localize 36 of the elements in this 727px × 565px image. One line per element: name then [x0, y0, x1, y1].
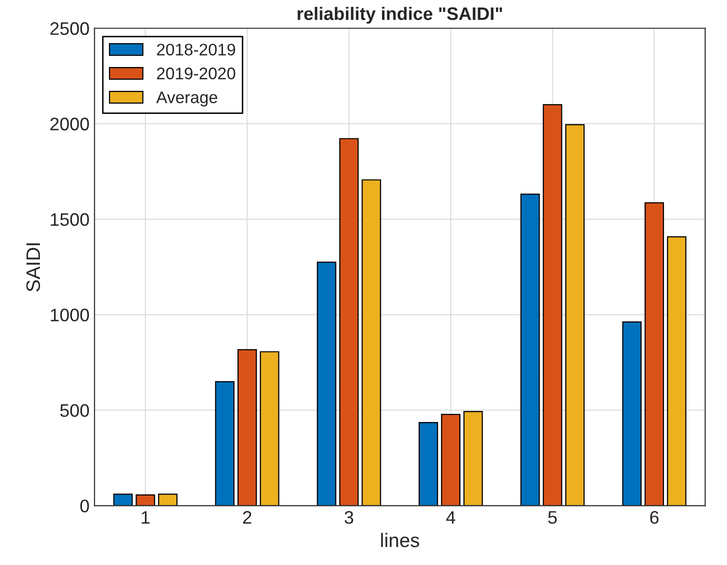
x-tick-label: 6 — [650, 511, 659, 524]
bar — [113, 494, 133, 506]
bar — [362, 179, 382, 506]
bar — [520, 194, 540, 506]
y-axis-title: SAIDI — [26, 243, 40, 292]
chart-title: reliability indice "SAIDI" — [298, 6, 502, 24]
y-tick-label: 1000 — [50, 308, 89, 322]
x-tick-label: 4 — [446, 511, 456, 524]
y-tick-label: 500 — [60, 404, 89, 417]
bar — [565, 124, 585, 506]
x-tick-label: 3 — [344, 511, 354, 524]
x-tick-label: 2 — [243, 511, 252, 524]
legend-label: 2019-2020 — [157, 68, 236, 80]
bar — [316, 262, 336, 506]
bar — [542, 104, 562, 506]
bar — [136, 494, 156, 506]
y-tick-label: 1500 — [50, 213, 89, 226]
bar — [666, 236, 686, 506]
x-tick-label: 1 — [142, 511, 150, 524]
bar — [215, 381, 235, 506]
y-tick-label: 2000 — [50, 118, 89, 130]
bar — [339, 138, 359, 506]
bar — [418, 422, 438, 506]
bar — [441, 414, 460, 506]
bar — [237, 349, 257, 506]
y-tick-label: 0 — [80, 500, 89, 512]
x-axis-title: lines — [381, 532, 420, 548]
x-tick-label: 5 — [548, 511, 557, 524]
bar — [463, 410, 483, 506]
bar — [260, 351, 280, 506]
bar — [644, 202, 664, 506]
bar — [622, 321, 642, 506]
y-tick-label: 2500 — [50, 22, 89, 35]
bar — [158, 494, 178, 506]
legend-label: 2018-2019 — [157, 44, 236, 56]
legend-label: Average — [156, 92, 218, 107]
